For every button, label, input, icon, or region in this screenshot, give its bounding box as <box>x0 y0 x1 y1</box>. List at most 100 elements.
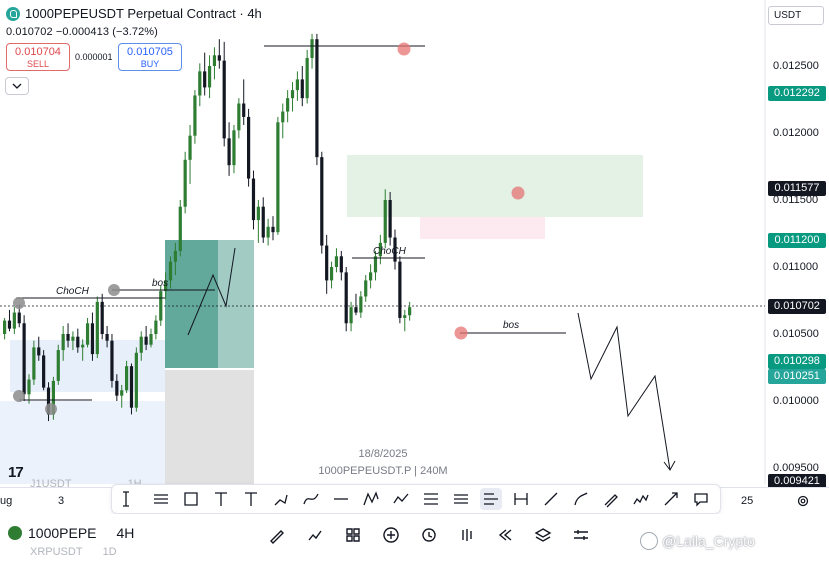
arrow-icon[interactable] <box>660 488 682 510</box>
pattern-icon[interactable] <box>360 488 382 510</box>
gann-icon[interactable] <box>450 488 472 510</box>
blue-zone-lower <box>0 401 165 484</box>
sell-button[interactable]: 0.010704 SELL <box>6 43 70 71</box>
candle-body <box>71 336 75 341</box>
candle-body <box>242 103 246 117</box>
sell-price: 0.010704 <box>15 46 61 58</box>
path-icon[interactable] <box>300 488 322 510</box>
rewind-icon[interactable] <box>492 522 518 548</box>
candle-body <box>115 380 119 396</box>
tradingview-logo: 17 <box>8 464 24 481</box>
candle-body <box>334 256 339 267</box>
price-tick: 0.010000 <box>773 395 819 407</box>
candle-body <box>149 334 153 345</box>
candle-body <box>359 296 363 313</box>
bottom-actions <box>264 522 594 548</box>
curve-icon[interactable] <box>570 488 592 510</box>
gear-icon[interactable] <box>796 494 810 508</box>
horizontal-line-icon[interactable] <box>330 488 352 510</box>
candle-body <box>256 206 260 221</box>
time-tick-25: 25 <box>741 495 754 507</box>
draw-icon[interactable] <box>264 522 290 548</box>
bos-label-left: bos <box>152 278 169 289</box>
candle-body <box>354 307 358 313</box>
candle-body <box>100 301 104 334</box>
symbol-title: 1000PEPEUSDT Perpetual Contract · 4h <box>25 6 262 21</box>
fib-icon[interactable] <box>420 488 442 510</box>
candle-body <box>144 336 148 345</box>
elliott-icon[interactable] <box>630 488 652 510</box>
buy-button[interactable]: 0.010705 BUY <box>118 43 182 71</box>
alert-icon[interactable] <box>416 522 442 548</box>
bottom-timeframe[interactable]: 4H <box>116 525 135 541</box>
candle-body <box>325 245 329 281</box>
cursor-icon[interactable] <box>120 488 142 510</box>
pink-zone <box>420 217 545 239</box>
candle-body <box>134 352 138 408</box>
price-tick: 0.009500 <box>773 462 819 474</box>
measure-icon[interactable] <box>510 488 532 510</box>
price-tick: 0.011000 <box>773 261 819 273</box>
swing-marker-grey <box>13 297 25 309</box>
candle-body <box>95 301 99 355</box>
candle-body <box>227 138 231 166</box>
candle-body <box>17 312 21 324</box>
wave-left <box>187 247 236 336</box>
candle-body <box>344 272 348 324</box>
candle-body <box>193 95 197 136</box>
choch-label-mid: ChoCH <box>373 246 406 257</box>
candle-body <box>22 323 26 395</box>
layout-icon[interactable] <box>340 522 366 548</box>
add-icon[interactable] <box>378 522 404 548</box>
blue-zone-upper <box>10 340 165 392</box>
candle-body <box>56 350 60 381</box>
ray-icon[interactable] <box>540 488 562 510</box>
candle-body <box>188 135 192 160</box>
pencil-icon[interactable] <box>600 488 622 510</box>
price-tick: 0.012500 <box>773 60 819 72</box>
ghost-next-symbol: XRPUSDT 1D <box>30 546 117 558</box>
candle-body <box>266 226 270 238</box>
brush-icon[interactable] <box>270 488 292 510</box>
buy-label: BUY <box>140 59 160 69</box>
layers-icon[interactable] <box>530 522 556 548</box>
collapse-legend-button[interactable] <box>5 77 29 95</box>
candle-body <box>276 122 280 233</box>
candle-body <box>3 320 7 334</box>
time-tick-3: 3 <box>58 495 65 507</box>
projection-path <box>577 312 671 471</box>
candle-body <box>398 261 402 318</box>
symbol-switcher[interactable]: 1000PEPE 4H <box>8 525 134 541</box>
candle-body <box>320 157 324 246</box>
swing-marker-grey <box>13 390 25 402</box>
text-icon[interactable] <box>240 488 262 510</box>
demand-zone <box>165 240 218 368</box>
replay-icon[interactable] <box>454 522 480 548</box>
price-chart[interactable] <box>0 0 829 484</box>
parallel-icon[interactable] <box>480 488 502 510</box>
candle-body <box>212 55 217 66</box>
grey-zone <box>165 370 254 484</box>
author-avatar-icon <box>640 532 658 550</box>
swing-marker-red <box>511 186 525 200</box>
indicators-icon[interactable] <box>302 522 328 548</box>
zigzag-icon[interactable] <box>390 488 412 510</box>
comment-icon[interactable] <box>690 488 712 510</box>
author-handle: @Laila_Crypto <box>662 533 755 549</box>
channel-icon[interactable] <box>180 488 202 510</box>
price-tick: 0.011500 <box>773 194 819 206</box>
candle-body <box>7 320 12 329</box>
settings-icon[interactable] <box>568 522 594 548</box>
price-tag: 0.012292 <box>768 86 826 101</box>
candle-body <box>159 291 163 321</box>
candle-body <box>310 39 314 58</box>
candle-body <box>364 280 368 297</box>
price-tick: 0.010500 <box>773 328 819 340</box>
candle-body <box>295 79 299 91</box>
rectangle-icon[interactable] <box>210 488 232 510</box>
swing-marker-grey <box>45 403 57 415</box>
swing-marker-red <box>397 42 411 56</box>
chart-header-title[interactable]: 1000PEPEUSDT Perpetual Contract · 4h <box>6 6 262 21</box>
trend-line-icon[interactable] <box>150 488 172 510</box>
currency-selector[interactable]: USDT <box>768 6 824 25</box>
